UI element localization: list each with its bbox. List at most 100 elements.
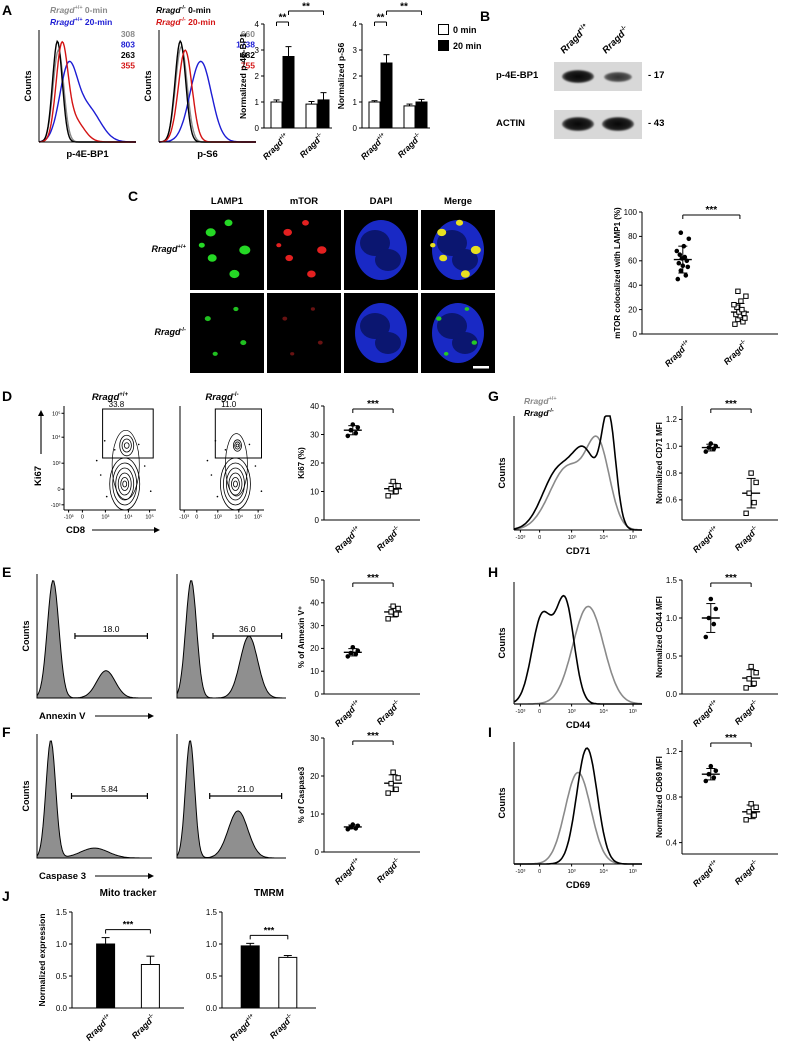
svg-text:682: 682 [241,50,255,60]
svg-text:1.5: 1.5 [56,908,68,917]
svg-text:3: 3 [353,46,358,55]
svg-text:11.0: 11.0 [221,400,237,409]
mw-marker: - 43 [648,118,665,129]
histogram-cd71: -10³ 0 10³ 10⁴ 10⁵ Counts CD71 [497,390,650,560]
svg-text:% of Caspase3: % of Caspase3 [297,766,306,823]
svg-text:Normalized p-S6: Normalized p-S6 [336,42,346,109]
svg-text:10⁵: 10⁵ [254,514,262,521]
svg-text:30: 30 [310,430,319,439]
blot-band [562,70,594,83]
svg-text:20: 20 [310,644,319,653]
histogram-annexin-wt: 18.0 Counts Annexin V [21,566,158,724]
micrograph-dapi-wt [344,210,418,290]
blot-strip-actin [554,110,642,139]
svg-text:4: 4 [353,20,358,29]
blot-band [604,72,632,82]
svg-text:10⁵: 10⁵ [629,534,637,541]
channel-header: Merge [444,196,472,207]
svg-text:0: 0 [353,124,358,133]
svg-text:0: 0 [315,848,320,857]
svg-text:***: *** [264,925,275,935]
svg-text:10⁴: 10⁴ [599,708,608,715]
scatter-cd44-mfi: 0.0 0.5 1.0 1.5 *** Normalized CD44 MFI Rragd+… [654,566,784,738]
micrograph-lamp1-ko [190,293,264,373]
blot-lane-label-ko: Rragd-/- [600,23,628,57]
svg-text:-10³: -10³ [516,869,526,875]
svg-text:Ki67: Ki67 [33,466,44,486]
svg-text:308: 308 [121,29,135,39]
micrograph-mtor-wt [267,210,341,290]
chart-svg: 0 10 20 30 40 50 *** % of Annexin V⁺ [297,573,420,699]
svg-text:40: 40 [628,281,637,290]
chart-svg: 0.0 0.5 1.0 1.5 *** [206,908,316,1013]
chart-svg: 0 1 2 3 4 ** ** Normalized p-S6 [336,2,430,133]
legend-entry: Rragd+/+ 20-min [50,17,113,28]
svg-text:5.84: 5.84 [101,784,118,794]
bar-chart-tmrm: 0.0 0.5 1.0 1.5 *** TMRM Rragd+/+ Rragd-/- [196,888,324,1054]
panel-label-j: J [2,888,10,904]
svg-text:***: *** [367,399,379,410]
svg-text:50: 50 [310,576,319,585]
svg-text:Counts: Counts [497,788,507,819]
svg-text:2: 2 [353,72,358,81]
blot-lane-label-wt: Rragd+/+ [558,21,589,57]
histogram-cd69: -10³ 0 10³ 10⁴ 10⁵ Counts CD69 [497,728,650,894]
svg-text:p-4E-BP1: p-4E-BP1 [66,149,109,160]
svg-text:1.2: 1.2 [666,415,678,424]
svg-text:60: 60 [628,257,637,266]
svg-text:10: 10 [310,667,319,676]
svg-text:0.0: 0.0 [666,690,678,699]
svg-text:1.2: 1.2 [666,747,678,756]
contour-plot-wt: -10³ 0 10³ 10⁴ 10⁵ -10³ 0 10³ 10⁴ 10⁵ 33.8 CD8 Ki67 R… [33,390,162,562]
svg-text:0.5: 0.5 [666,652,678,661]
channel-header: LAMP1 [210,196,244,207]
svg-text:21.0: 21.0 [237,784,254,794]
bar-chart-mitotracker: 0.0 0.5 1.0 1.5 *** Normalized expression Mito… [36,888,192,1054]
svg-text:263: 263 [121,50,135,60]
channel-header: DAPI [369,196,393,207]
svg-text:1: 1 [255,98,260,107]
time-legend: 0 min 20 min [438,24,482,56]
svg-text:***: *** [725,733,737,744]
panel-label-g: G [488,388,499,404]
micrograph-merge-ko [421,293,495,373]
microscopy-grid: LAMP1 mTOR DAPI Merge Rragd+/+ Rragd-/- [136,196,502,376]
plot-title: TMRM [254,888,284,899]
blot-row-label: ACTIN [496,118,526,129]
svg-text:2: 2 [255,72,260,81]
svg-text:355: 355 [121,61,135,71]
svg-text:0: 0 [538,709,541,715]
svg-text:0.5: 0.5 [56,972,68,981]
svg-text:***: *** [367,731,379,742]
svg-text:0.8: 0.8 [666,793,678,802]
panel-label-i: I [488,724,492,740]
chart-svg: 21.0 [176,734,286,859]
chart-svg: -10³ 0 10³ 10⁴ 10⁵ Counts CD44 [497,582,643,731]
svg-text:0: 0 [81,515,84,521]
legend-label: 0 min [453,25,477,35]
g-legend: Rragd+/+ Rragd-/- [524,394,557,419]
svg-text:**: ** [400,2,408,13]
scatter-ki67: 0 10 20 30 40 *** Ki67 (%) Rragd+/+ Rragd-/- [296,392,426,564]
legend-swatch-0min [438,24,449,35]
svg-text:Counts: Counts [143,71,153,102]
svg-text:**: ** [302,2,310,13]
svg-text:40: 40 [310,599,319,608]
blot-band [562,117,594,131]
scatter-cd69-mfi: 0.4 0.8 1.2 *** Normalized CD69 MFI Rragd+/+ R… [654,726,784,898]
panel-label-a: A [2,2,13,18]
western-blot: Rragd+/+ Rragd-/- p-4E-BP1 - 17 ACTIN - … [496,14,784,164]
svg-text:***: *** [367,573,379,584]
svg-text:CD8: CD8 [66,525,85,536]
chart-svg: 0 10 20 30 40 *** Ki67 (%) [297,399,420,525]
svg-text:30: 30 [310,621,319,630]
plot-title: Rragd+/+ [91,391,129,404]
chart-svg: 0 20 40 60 80 100 *** mTOR colocalized with LAM… [613,205,778,339]
svg-text:Counts: Counts [21,781,31,812]
svg-text:20: 20 [310,459,319,468]
micrograph-merge-wt [421,210,495,290]
svg-text:1.5: 1.5 [206,908,218,917]
svg-text:0: 0 [538,535,541,541]
panel-label-h: H [488,564,499,580]
svg-text:Counts: Counts [497,628,507,659]
